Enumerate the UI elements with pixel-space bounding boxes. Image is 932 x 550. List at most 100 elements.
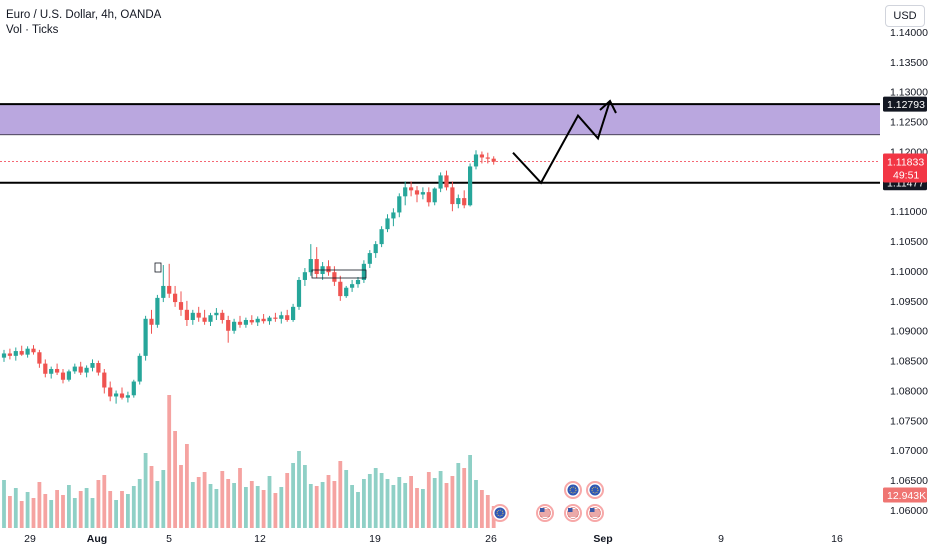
candle bbox=[161, 265, 166, 303]
candle bbox=[102, 368, 107, 394]
candle-body bbox=[473, 154, 479, 167]
resistance-price-badge[interactable]: 1.12793 bbox=[883, 96, 927, 112]
candle bbox=[114, 390, 119, 404]
volume-bar bbox=[338, 461, 343, 528]
candle-body bbox=[491, 158, 496, 162]
candle bbox=[19, 345, 24, 356]
candle-body bbox=[379, 229, 384, 245]
time-tick-label: 12 bbox=[254, 533, 266, 545]
volume-value-badge[interactable]: 12.943K bbox=[883, 487, 927, 503]
volume-bar bbox=[415, 488, 419, 528]
eu-stars bbox=[591, 486, 599, 494]
volume-bar bbox=[291, 463, 295, 528]
volume-bar bbox=[474, 480, 478, 528]
volume-bar bbox=[190, 482, 195, 528]
candle-body bbox=[373, 244, 378, 254]
candle-body bbox=[60, 372, 66, 380]
candle-body bbox=[243, 319, 248, 325]
price-tick-label: 1.10000 bbox=[890, 266, 928, 278]
candle bbox=[237, 315, 243, 328]
eu-flag-icon[interactable] bbox=[491, 504, 509, 522]
candle-body bbox=[426, 192, 431, 203]
volume-bar bbox=[25, 492, 30, 528]
candle bbox=[72, 363, 77, 374]
candles bbox=[1, 150, 496, 404]
volume-bar bbox=[403, 483, 408, 528]
current-price-badge-bg bbox=[883, 153, 927, 183]
price-tick-label: 1.13500 bbox=[890, 57, 928, 69]
candle bbox=[184, 300, 189, 326]
candle-body bbox=[1, 353, 7, 358]
symbol-title[interactable]: Euro / U.S. Dollar, 4h, OANDA bbox=[6, 9, 162, 21]
time-tick-label: 26 bbox=[485, 533, 497, 545]
candle bbox=[49, 366, 54, 379]
candle-body bbox=[285, 315, 290, 320]
volume-bar bbox=[232, 483, 236, 528]
volume-bar bbox=[179, 465, 183, 528]
candle-body bbox=[255, 318, 260, 323]
candle-body bbox=[350, 284, 355, 288]
candle bbox=[149, 309, 154, 334]
candle-body bbox=[55, 368, 60, 373]
volume-bar bbox=[379, 473, 384, 528]
eu-flag-icon[interactable] bbox=[564, 481, 582, 499]
us-flag-icon[interactable] bbox=[536, 504, 554, 522]
price-tick-label: 1.14000 bbox=[890, 27, 928, 39]
candle bbox=[414, 186, 420, 203]
volume-bar bbox=[72, 498, 77, 528]
candle-body bbox=[202, 317, 207, 322]
candle bbox=[190, 309, 195, 325]
volume-bar bbox=[96, 480, 101, 528]
candle bbox=[208, 312, 213, 326]
candle bbox=[379, 226, 384, 248]
projection-path[interactable] bbox=[512, 100, 611, 185]
candle bbox=[60, 368, 66, 384]
volume-indicator-title[interactable]: Vol · Ticks bbox=[6, 24, 59, 36]
price-tick-label: 1.08000 bbox=[890, 385, 928, 397]
volume-bar bbox=[432, 478, 437, 528]
candle-body bbox=[78, 366, 83, 373]
resistance-zone[interactable] bbox=[0, 104, 880, 135]
candle bbox=[279, 311, 284, 324]
candle-body bbox=[261, 318, 266, 322]
price-tick-label: 1.11000 bbox=[890, 206, 927, 218]
candle-body bbox=[31, 348, 36, 353]
candle-body bbox=[468, 166, 473, 206]
candle-body bbox=[444, 175, 449, 188]
volume-bar bbox=[261, 490, 266, 528]
candle-body bbox=[102, 372, 107, 388]
candle bbox=[314, 247, 319, 279]
volume-bar bbox=[78, 491, 83, 528]
us-flag-icon[interactable] bbox=[586, 504, 604, 522]
price-tick-label: 1.07500 bbox=[890, 415, 928, 427]
candle bbox=[90, 359, 95, 372]
candle bbox=[232, 318, 237, 334]
volume-bar bbox=[373, 468, 378, 528]
candle bbox=[249, 315, 254, 325]
candle-body bbox=[296, 279, 302, 307]
currency-button[interactable]: USD bbox=[885, 5, 925, 27]
us-flag-icon[interactable] bbox=[564, 504, 582, 522]
candle-body bbox=[361, 263, 366, 280]
volume-bar bbox=[43, 494, 48, 528]
volume-bar bbox=[367, 474, 372, 528]
candle bbox=[66, 369, 71, 382]
eu-flag-icon[interactable] bbox=[586, 481, 604, 499]
time-tick-label: 5 bbox=[166, 533, 172, 545]
price-tick-label: 1.06500 bbox=[890, 475, 928, 487]
volume-bar bbox=[314, 486, 319, 528]
candle bbox=[143, 315, 148, 361]
candle bbox=[267, 315, 272, 325]
volume-bar bbox=[308, 484, 313, 528]
current-price-text: 1.11833 bbox=[887, 156, 924, 168]
volume-bar bbox=[244, 487, 248, 528]
candle bbox=[373, 241, 378, 258]
candle-body bbox=[344, 287, 349, 297]
volume-bar bbox=[326, 475, 331, 528]
candle bbox=[332, 266, 337, 286]
eu-stars bbox=[569, 486, 577, 494]
volume-bar bbox=[426, 472, 431, 528]
volume-bar bbox=[456, 463, 461, 528]
